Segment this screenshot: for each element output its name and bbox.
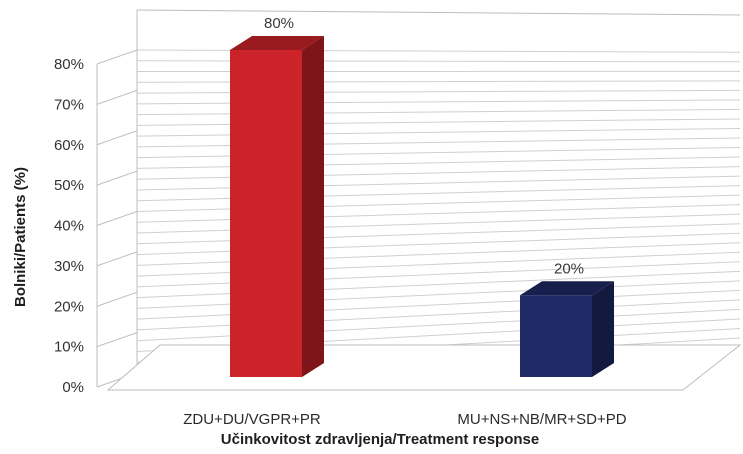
side-gridline (96, 49, 138, 65)
x-axis-title: Učinkovitost zdravljenja/Treatment respo… (221, 431, 539, 448)
bar-side-face (592, 281, 614, 377)
bar-front-face (230, 50, 302, 377)
data-label: 80% (264, 15, 294, 32)
gridline (136, 60, 741, 63)
gridline (136, 242, 741, 266)
y-tick-labels: 0% 10% 20% 30% 40% 50% 60% 70% 80% (54, 56, 84, 396)
side-gridline (96, 332, 138, 348)
side-gridline (96, 211, 138, 226)
y-tick-label: 80% (54, 56, 84, 73)
gridline (136, 99, 741, 105)
gridline (136, 127, 741, 137)
gridline (136, 49, 741, 53)
gridline (136, 166, 741, 180)
bar-front-face (520, 295, 592, 377)
gridline (136, 194, 741, 212)
chart-floor (106, 344, 742, 391)
gridline (136, 137, 741, 148)
gridline (136, 232, 741, 256)
y-tick-label: 20% (54, 298, 84, 315)
category-label: ZDU+DU/VGPR+PR (183, 411, 321, 428)
gridlines (96, 9, 742, 391)
gridline (136, 213, 741, 234)
gridline (136, 270, 741, 299)
gridline (136, 261, 741, 288)
y-tick-label: 40% (54, 218, 84, 235)
gridline (136, 89, 741, 94)
data-labels: 80% 20% (264, 15, 584, 277)
y-axis-title: Bolniki/Patients (%) (12, 167, 29, 307)
gridline (136, 80, 741, 83)
side-gridline (96, 170, 138, 186)
bar (230, 36, 324, 377)
side-gridline (96, 291, 138, 307)
gridline (136, 108, 741, 116)
gridline (136, 156, 741, 169)
bar (520, 281, 614, 377)
bar-top-face (520, 281, 614, 296)
gridline (136, 223, 741, 245)
side-gridline (96, 130, 138, 146)
gridline (136, 147, 741, 159)
gridline (136, 204, 741, 223)
y-tick-label: 0% (62, 379, 84, 396)
y-tick-label: 30% (54, 258, 84, 275)
side-gridline (96, 251, 138, 267)
bars (230, 36, 614, 377)
bar-side-face (302, 36, 324, 377)
back-wall-top-edge (136, 9, 741, 16)
category-labels: ZDU+DU/VGPR+PR MU+NS+NB/MR+SD+PD (183, 411, 627, 428)
y-tick-label: 70% (54, 96, 84, 113)
data-label: 20% (554, 260, 584, 277)
side-gridline (96, 89, 138, 105)
y-tick-label: 10% (54, 339, 84, 356)
bar-top-face (230, 36, 324, 50)
gridline (136, 251, 741, 277)
y-tick-label: 50% (54, 177, 84, 194)
gridline (136, 118, 741, 126)
y-tick-label: 60% (54, 137, 84, 154)
category-label: MU+NS+NB/MR+SD+PD (457, 411, 626, 428)
